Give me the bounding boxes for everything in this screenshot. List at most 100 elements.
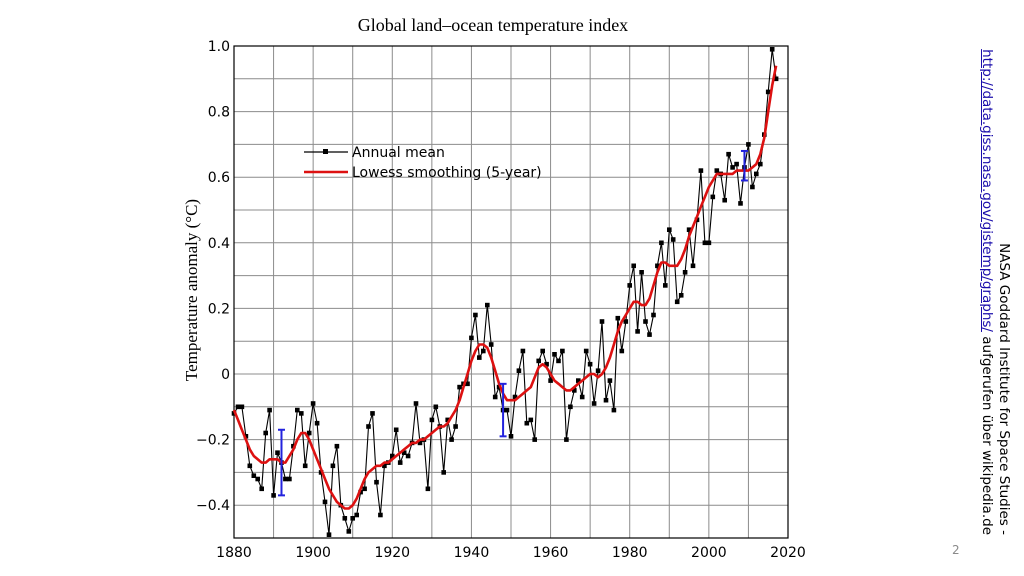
annual-mean-point bbox=[765, 89, 771, 95]
axis-ticks: 1880 1900 1920 1940 1960 1980 2000 2020 −0.4 −0.2… bbox=[196, 39, 806, 561]
chart-title: Global land–ocean temperature index bbox=[358, 15, 628, 35]
annual-mean-point bbox=[314, 420, 320, 426]
annual-mean-point bbox=[556, 358, 561, 364]
annual-mean-point bbox=[595, 368, 601, 373]
annual-mean-point bbox=[251, 473, 257, 478]
annual-mean-point bbox=[603, 397, 609, 403]
x-tick-label: 1900 bbox=[295, 545, 331, 561]
uncertainty-bars bbox=[277, 149, 748, 497]
annual-mean-point bbox=[239, 404, 245, 410]
annual-mean-point bbox=[639, 270, 644, 275]
annual-mean-point bbox=[330, 463, 336, 469]
credit-link[interactable]: http://data.giss.nasa.gov/gistemp/graphs… bbox=[979, 49, 995, 332]
legend-annual-label: Annual mean bbox=[352, 145, 445, 161]
annual-mean-point bbox=[405, 453, 411, 459]
y-tick-label: 1.0 bbox=[208, 39, 230, 55]
annual-mean-point bbox=[583, 348, 589, 354]
annual-mean-point bbox=[690, 263, 696, 269]
annual-mean-point bbox=[524, 420, 530, 426]
annual-mean-point bbox=[354, 512, 359, 518]
annual-mean-point bbox=[750, 184, 755, 190]
annual-mean-point bbox=[271, 493, 276, 498]
annual-mean-point bbox=[520, 348, 526, 354]
y-tick-label: 0.6 bbox=[208, 170, 230, 186]
annual-mean-point bbox=[374, 479, 379, 485]
annual-mean-line bbox=[233, 49, 777, 535]
annual-mean-point bbox=[299, 411, 304, 416]
annual-mean-point bbox=[370, 411, 375, 416]
annual-mean-point bbox=[651, 312, 656, 318]
annual-mean-point bbox=[283, 476, 288, 482]
annual-mean-point bbox=[485, 302, 490, 308]
annual-mean-point bbox=[552, 352, 557, 357]
annual-mean-point bbox=[702, 240, 708, 246]
annual-mean-point bbox=[350, 516, 355, 521]
annual-mean-point bbox=[746, 142, 751, 147]
annual-mean-point bbox=[401, 450, 407, 455]
annual-mean-point bbox=[302, 463, 308, 469]
annual-mean-point bbox=[599, 319, 605, 324]
page-number: 2 bbox=[952, 543, 960, 557]
annual-mean-point bbox=[322, 499, 328, 505]
y-tick-label: 0.8 bbox=[208, 105, 230, 121]
x-tick-label: 1880 bbox=[216, 545, 252, 561]
annual-mean-point bbox=[659, 240, 664, 246]
annual-mean-point bbox=[259, 486, 264, 492]
annual-mean-point bbox=[686, 227, 692, 232]
legend-annual-marker bbox=[323, 149, 328, 154]
annual-mean-point bbox=[413, 401, 419, 406]
annual-mean-point bbox=[473, 312, 478, 318]
annual-mean-point bbox=[726, 151, 731, 157]
annual-mean-point bbox=[540, 348, 545, 354]
annual-mean-point bbox=[247, 463, 253, 469]
annual-mean-point bbox=[579, 394, 585, 400]
annual-mean-point bbox=[504, 407, 510, 413]
annual-mean-point bbox=[631, 263, 636, 269]
y-tick-label: 0.4 bbox=[208, 236, 230, 252]
annual-mean-point bbox=[591, 401, 597, 406]
annual-mean-point bbox=[441, 470, 446, 475]
annual-mean-point bbox=[429, 417, 435, 423]
x-tick-label: 2020 bbox=[770, 545, 806, 561]
annual-mean-point bbox=[310, 401, 316, 406]
annual-mean-point bbox=[263, 430, 268, 436]
annual-mean-point bbox=[758, 161, 763, 167]
annual-mean-point bbox=[532, 437, 537, 442]
annual-mean-point bbox=[469, 335, 474, 341]
annual-mean-point bbox=[516, 368, 522, 373]
annual-mean-point bbox=[536, 358, 541, 364]
annual-mean-point bbox=[267, 407, 272, 413]
annual-mean-point bbox=[492, 394, 498, 400]
annual-mean-point bbox=[512, 394, 518, 400]
annual-mean-point bbox=[647, 332, 652, 337]
annual-mean-point bbox=[326, 532, 332, 537]
annual-mean-point bbox=[544, 361, 549, 367]
annual-mean-point bbox=[457, 384, 462, 390]
annual-mean-point bbox=[678, 293, 684, 298]
annual-mean-point bbox=[754, 171, 759, 177]
annual-mean-point bbox=[366, 424, 371, 429]
y-tick-label: 0.2 bbox=[208, 301, 230, 317]
annual-mean-point bbox=[362, 486, 367, 492]
annual-mean-point bbox=[619, 348, 625, 354]
annual-mean-point bbox=[560, 348, 565, 354]
annual-mean-point bbox=[674, 299, 680, 305]
annual-mean-point bbox=[587, 361, 593, 367]
annual-mean-series bbox=[231, 47, 779, 537]
lowess-line bbox=[232, 65, 778, 510]
annual-mean-point bbox=[393, 427, 399, 433]
credit-line-2: http://data.giss.nasa.gov/gistemp/graphs… bbox=[978, 35, 995, 535]
annual-mean-point bbox=[382, 463, 387, 469]
annual-mean-point bbox=[287, 476, 292, 482]
annual-mean-point bbox=[706, 240, 712, 246]
annual-mean-point bbox=[773, 76, 779, 82]
annual-mean-point bbox=[275, 450, 280, 455]
annual-mean-point bbox=[655, 263, 660, 269]
annual-mean-point bbox=[417, 440, 423, 446]
annual-mean-point bbox=[477, 355, 482, 360]
plot-frame bbox=[233, 45, 789, 539]
x-tick-label: 1940 bbox=[454, 545, 490, 561]
y-tick-label: −0.4 bbox=[196, 498, 230, 514]
annual-mean-point bbox=[235, 404, 241, 410]
